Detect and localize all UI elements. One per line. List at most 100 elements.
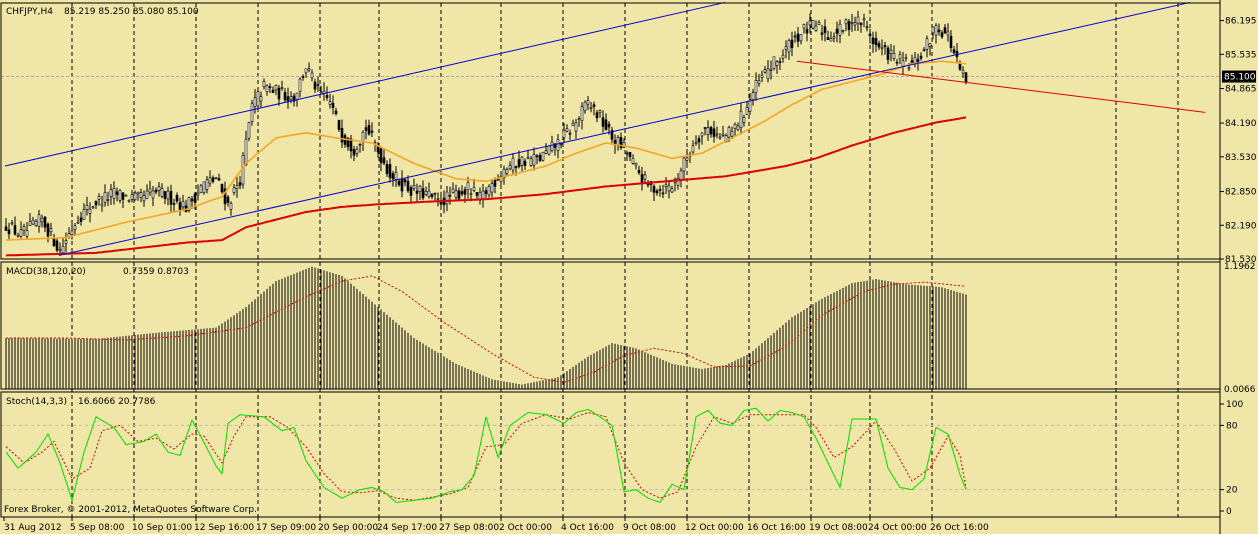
- candle-body-308: [928, 43, 932, 47]
- candle-body-20: [64, 240, 68, 244]
- candle-body-152: [460, 191, 464, 195]
- candle-body-305: [919, 55, 923, 59]
- time-tick-label-12: 16 Oct 16:00: [747, 523, 806, 533]
- candle-body-153: [463, 189, 467, 195]
- stochastic-panel[interactable]: [1, 407, 1220, 503]
- candle-body-132: [400, 178, 404, 192]
- candle-body-81: [247, 122, 251, 139]
- candle-body-285: [859, 22, 863, 26]
- candle-body-211: [637, 169, 641, 174]
- candle-body-232: [700, 132, 704, 137]
- time-tick-label-8: 2 Oct 00:00: [499, 523, 552, 533]
- candle-body-262: [790, 39, 794, 48]
- candle-body-175: [529, 158, 533, 166]
- price-tick-label-3: 84.190: [1225, 119, 1257, 129]
- candle-body-48: [148, 188, 152, 193]
- candle-body-138: [418, 186, 422, 192]
- candle-body-191: [577, 118, 581, 120]
- candle-body-275: [829, 38, 833, 42]
- candle-body-57: [175, 195, 179, 202]
- candle-body-147: [445, 191, 449, 205]
- candle-body-266: [802, 24, 806, 29]
- price-panel[interactable]: [1, 1, 1220, 257]
- candle-body-7: [25, 230, 29, 237]
- candle-body-277: [835, 28, 839, 34]
- candle-body-234: [706, 127, 710, 135]
- macd-values: 0.7359 0.8703: [123, 267, 189, 277]
- candle-body-261: [787, 40, 791, 53]
- candle-body-284: [856, 16, 860, 24]
- candle-body-96: [292, 95, 296, 102]
- candle-body-249: [751, 92, 755, 100]
- candle-body-222: [670, 188, 674, 193]
- candle-body-38: [118, 190, 122, 201]
- candle-body-236: [712, 128, 716, 137]
- candle-body-117: [355, 148, 359, 154]
- candle-body-8: [28, 221, 32, 226]
- candle-body-306: [922, 49, 926, 52]
- candle-body-90: [274, 85, 278, 91]
- channel-upper-line: [4, 1, 726, 167]
- time-tick-label-11: 12 Oct 00:00: [685, 523, 744, 533]
- candle-body-75: [229, 203, 233, 210]
- candle-body-268: [808, 20, 812, 26]
- candle-body-33: [103, 192, 107, 203]
- candle-body-52: [160, 188, 164, 197]
- candle-body-98: [298, 78, 302, 93]
- candle-body-102: [310, 72, 314, 79]
- candle-body-205: [619, 137, 623, 148]
- macd-panel[interactable]: [5, 266, 967, 389]
- candle-body-210: [634, 162, 638, 166]
- stoch-tick-label-2: 20: [1226, 486, 1238, 496]
- candle-body-192: [580, 106, 584, 121]
- candle-body-40: [124, 194, 128, 197]
- stoch-main-line: [5, 407, 967, 503]
- candle-body-281: [847, 21, 851, 30]
- candle-body-135: [409, 187, 413, 196]
- candle-body-241: [727, 127, 731, 138]
- stoch-tick-label-1: 80: [1226, 421, 1238, 431]
- candle-body-209: [631, 158, 635, 164]
- candle-body-58: [178, 202, 182, 210]
- time-tick-label-1: 5 Sep 08:00: [70, 523, 125, 533]
- candle-body-290: [874, 37, 878, 46]
- time-tick-label-10: 9 Oct 08:00: [623, 523, 676, 533]
- candle-body-17: [55, 240, 59, 251]
- time-tick-label-0: 31 Aug 2012: [4, 523, 62, 533]
- candle-body-99: [301, 76, 305, 78]
- candle-body-4: [16, 234, 20, 237]
- candle-body-264: [796, 33, 800, 42]
- candle-body-5: [19, 229, 23, 237]
- candle-body-296: [892, 53, 896, 59]
- candle-body-49: [151, 190, 155, 199]
- candle-body-176: [532, 154, 536, 166]
- candle-body-162: [490, 183, 494, 193]
- candle-body-199: [601, 117, 605, 127]
- candle-body-134: [406, 180, 410, 192]
- candle-body-61: [187, 197, 191, 211]
- candle-body-310: [934, 25, 938, 36]
- candle-body-179: [541, 151, 545, 161]
- candle-body-189: [571, 122, 575, 127]
- candle-body-130: [394, 171, 398, 180]
- candle-body-213: [643, 174, 647, 180]
- candle-body-149: [451, 188, 455, 193]
- candle-body-71: [217, 178, 221, 181]
- candle-body-271: [817, 22, 821, 25]
- candle-body-280: [844, 19, 848, 25]
- price-tick-label-5: 82.850: [1225, 188, 1257, 198]
- candle-body-91: [277, 87, 281, 100]
- time-tick-label-5: 20 Sep 00:00: [318, 523, 378, 533]
- candle-body-56: [172, 203, 176, 205]
- candle-body-226: [682, 157, 686, 172]
- candle-body-263: [793, 35, 797, 38]
- candle-body-173: [523, 160, 527, 166]
- candle-body-217: [655, 190, 659, 194]
- candle-body-42: [130, 194, 134, 200]
- time-tick-label-15: 26 Oct 16:00: [930, 523, 989, 533]
- candle-body-104: [316, 84, 320, 86]
